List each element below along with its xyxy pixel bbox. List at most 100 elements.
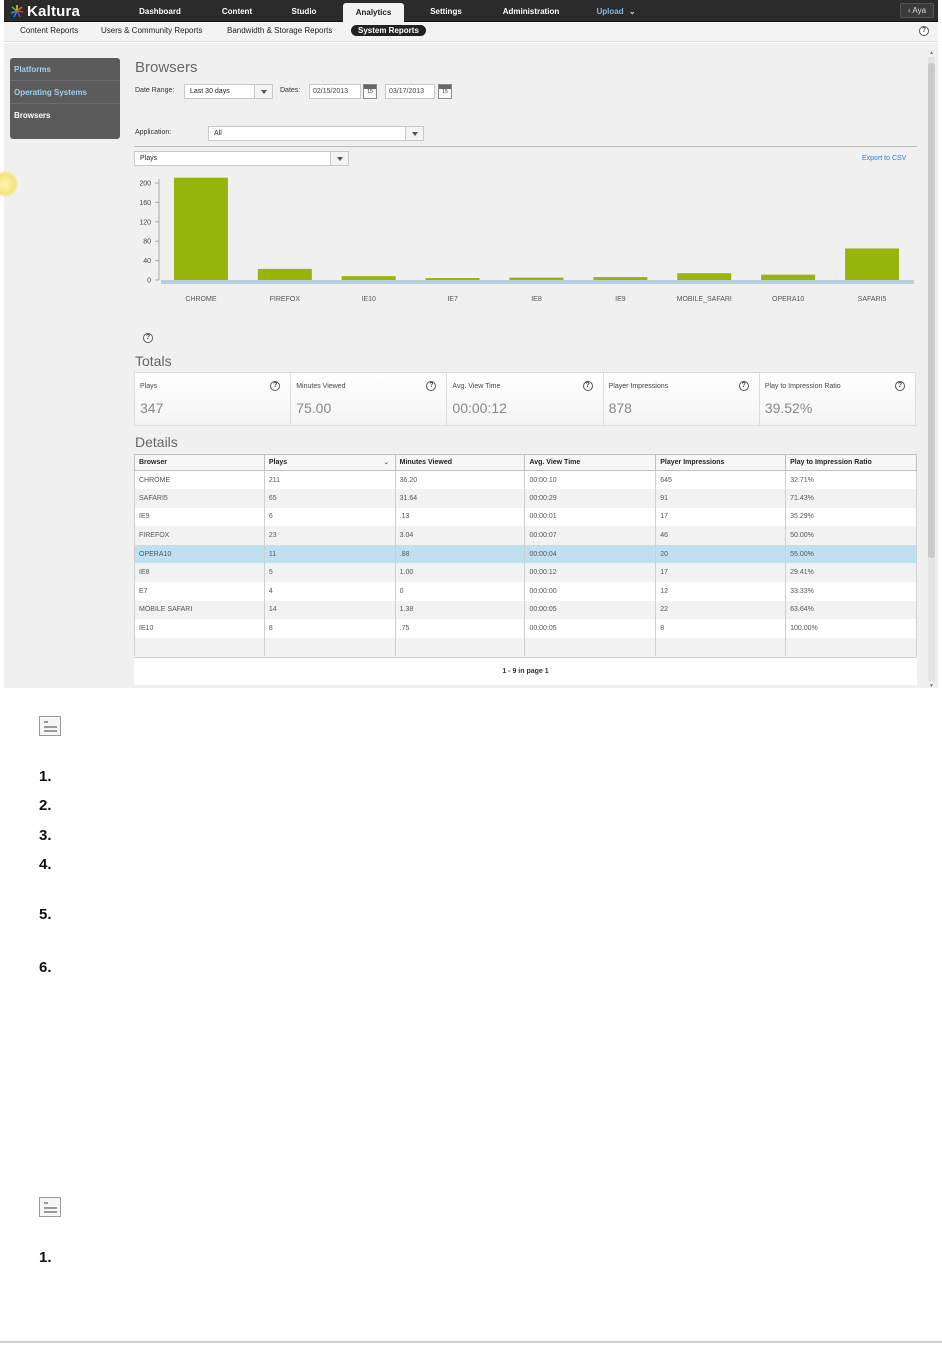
page-title: Browsers	[135, 59, 198, 76]
help-icon[interactable]: ?	[426, 381, 437, 391]
table-row-selected[interactable]: OPERA10 11 .88 00:00:04 20 55.00%	[134, 544, 917, 564]
kaltura-logo[interactable]: Kaltura	[10, 2, 80, 20]
table-row[interactable]: FIREFOX 23 3.04 00:00:07 46 50.00%	[134, 526, 917, 545]
cell-empty	[394, 637, 526, 657]
column-header-player-impressions[interactable]: Player Impressions	[655, 454, 787, 471]
cell-plays: 11	[263, 544, 396, 564]
subnav-content-reports[interactable]: Content Reports	[20, 26, 79, 35]
column-header-ratio[interactable]: Play to Impression Ratio	[785, 454, 917, 471]
calendar-icon[interactable]: 15	[438, 84, 452, 99]
column-header-minutes-viewed[interactable]: Minutes Viewed	[394, 454, 526, 471]
subnav-system-reports[interactable]: System Reports	[351, 25, 426, 36]
cell-avg-time: 00:00:07	[524, 526, 657, 545]
chart-bar	[677, 273, 732, 280]
table-row[interactable]: IE9 6 .13 00:00:01 17 35.29%	[134, 507, 917, 527]
cell-impressions: 17	[655, 507, 787, 527]
sidebar-item-operating-systems[interactable]: Operating Systems	[10, 81, 120, 104]
help-icon[interactable]: ?	[895, 381, 906, 391]
column-header-plays[interactable]: Plays ⌄	[263, 454, 396, 471]
list-number: 2.	[39, 797, 52, 814]
chart-x-tick-label: IE8	[531, 296, 542, 303]
application-value: All	[214, 130, 222, 137]
help-icon[interactable]: ?	[582, 381, 593, 391]
sidebar-item-platforms[interactable]: Platforms	[10, 58, 120, 81]
nav-content[interactable]: Content	[221, 7, 253, 16]
cell-browser: OPERA10	[134, 544, 265, 564]
table-row[interactable]: IE8 5 1.00 00:00:12 17 29.41%	[134, 563, 917, 583]
column-header-avg-view-time[interactable]: Avg. View Time	[524, 454, 657, 471]
cell-browser: SAFARI5	[134, 489, 265, 508]
column-header-browser[interactable]: Browser	[134, 454, 265, 471]
scroll-up-icon[interactable]: ▲	[929, 50, 934, 56]
table-row[interactable]: MOBILE SAFARI 14 1.38 00:00:05 22 63.64%	[134, 600, 917, 620]
nav-analytics[interactable]: Analytics	[343, 3, 404, 22]
chart-bar	[257, 268, 312, 280]
nav-upload-menu[interactable]: Upload ⌄	[590, 0, 642, 22]
date-from-field[interactable]: 02/15/2013	[309, 84, 361, 99]
calendar-icon[interactable]: 15	[363, 84, 377, 99]
export-csv-link[interactable]: Export to CSV	[862, 155, 907, 162]
cell-empty	[655, 637, 787, 657]
vertical-scrollbar[interactable]: ▲ ▼	[928, 50, 935, 689]
cell-minutes: .75	[394, 619, 526, 638]
date-range-select[interactable]: Last 30 days	[184, 84, 273, 99]
scroll-down-icon[interactable]: ▼	[929, 683, 934, 689]
user-menu-button[interactable]: ‹ Aya	[900, 3, 934, 18]
cell-browser: FIREFOX	[134, 526, 265, 545]
table-row[interactable]: SAFARI5 65 31.64 00:00:29 91 71.43%	[134, 489, 917, 508]
nav-dashboard[interactable]: Dashboard	[139, 7, 181, 16]
total-plays: Plays ? 347	[135, 373, 292, 425]
list-number: 1.	[39, 1249, 52, 1266]
cell-impressions: 20	[655, 544, 787, 564]
cell-empty	[785, 637, 917, 657]
cell-browser: IE10	[134, 619, 265, 638]
sub-navigation: Content Reports Users & Community Report…	[4, 22, 938, 42]
list-number: 4.	[39, 856, 52, 873]
scrollbar-thumb[interactable]	[928, 63, 935, 558]
user-name: Aya	[912, 6, 927, 15]
dropdown-arrow-icon	[254, 85, 272, 98]
subnav-bandwidth-storage-reports[interactable]: Bandwidth & Storage Reports	[227, 26, 333, 35]
upload-label: Upload	[596, 7, 624, 16]
cell-empty	[263, 637, 396, 657]
chart-plot-area	[159, 179, 914, 280]
table-row[interactable]: E7 4 0 00:00:00 12 33.33%	[134, 582, 917, 601]
details-table: Browser Plays ⌄ Minutes Viewed Avg. View…	[134, 454, 917, 657]
cell-minutes: 36.20	[394, 470, 526, 490]
metric-select[interactable]: Plays	[134, 151, 349, 166]
table-row[interactable]: CHROME 211 36.20 00:00:10 645 32.71%	[134, 470, 917, 490]
application-select[interactable]: All	[208, 126, 424, 141]
cell-ratio: 55.00%	[785, 544, 917, 564]
nav-administration[interactable]: Administration	[502, 7, 560, 16]
help-icon[interactable]: ?	[143, 333, 153, 343]
table-row[interactable]: IE10 8 .75 00:00:05 8 100.00%	[134, 619, 917, 638]
chart-bar	[593, 277, 648, 280]
list-number: 6.	[39, 959, 52, 976]
chart-y-tick-label: 80	[143, 239, 151, 246]
help-icon[interactable]: ?	[270, 381, 281, 391]
divider	[0, 1341, 942, 1343]
help-icon[interactable]: ?	[919, 26, 929, 36]
help-icon[interactable]: ?	[738, 381, 749, 391]
cell-avg-time: 00:00:01	[524, 507, 657, 527]
cell-ratio: 63.64%	[785, 600, 917, 620]
sidebar-item-browsers[interactable]: Browsers	[14, 111, 51, 120]
cell-minutes: .13	[394, 507, 526, 527]
chart-x-tick-label: IE10	[362, 296, 377, 303]
nav-studio[interactable]: Studio	[291, 7, 317, 16]
column-header-label: Plays	[268, 459, 288, 466]
date-range-value: Last 30 days	[190, 88, 230, 95]
total-value: 347	[140, 400, 164, 416]
cell-browser: IE9	[134, 507, 265, 527]
total-player-impressions: Player Impressions ? 878	[603, 373, 760, 425]
total-label: Play to Impression Ratio	[764, 383, 841, 390]
nav-settings[interactable]: Settings	[430, 7, 462, 16]
cell-browser: MOBILE SAFARI	[134, 600, 265, 620]
cell-minutes: 1.38	[394, 600, 526, 620]
date-range-label: Date Range:	[135, 87, 175, 94]
list-icon	[39, 1197, 61, 1217]
application-label: Application:	[135, 129, 172, 136]
date-to-field[interactable]: 03/17/2013	[385, 84, 435, 99]
details-title: Details	[135, 434, 178, 450]
subnav-users-community-reports[interactable]: Users & Community Reports	[101, 26, 203, 35]
